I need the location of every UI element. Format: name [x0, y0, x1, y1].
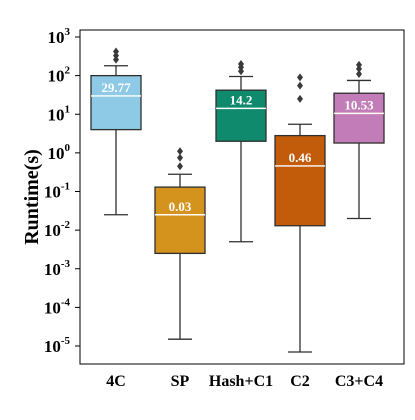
outlier-marker	[297, 73, 303, 82]
outlier-marker	[297, 94, 303, 103]
x-axis-category-label: Hash+C1	[209, 373, 273, 390]
y-tick-base: 10	[44, 337, 61, 356]
y-tick-exponent: -1	[61, 181, 70, 193]
y-tick-exponent: -4	[61, 296, 71, 308]
plot-frame	[79, 29, 405, 365]
iqr-box	[215, 89, 267, 142]
y-tick-base: 10	[44, 221, 61, 240]
y-tick-base: 10	[48, 105, 65, 124]
y-tick-label: 10-5	[44, 335, 71, 356]
x-axis-category-label: 4C	[106, 373, 126, 390]
outlier-marker	[177, 147, 183, 156]
y-tick-label: 10-3	[44, 258, 71, 279]
y-tick-exponent: 2	[65, 65, 71, 77]
y-axis-label: Runtime(s)	[21, 149, 43, 245]
outlier-marker	[113, 47, 119, 56]
outlier-marker	[113, 51, 119, 60]
y-tick-exponent: 1	[65, 103, 71, 115]
median-value-label: 14.2	[230, 92, 253, 107]
iqr-box	[274, 134, 326, 227]
y-tick-label: 102	[48, 65, 71, 86]
outlier-marker	[356, 70, 362, 79]
x-axis-category-label: C3+C4	[335, 373, 383, 390]
y-tick-label: 10-4	[44, 296, 71, 317]
y-tick-exponent: 3	[65, 26, 71, 38]
y-tick-base: 10	[44, 260, 61, 279]
iqr-box	[333, 92, 385, 144]
box-c2: 0.46	[274, 73, 326, 353]
iqr-box	[90, 74, 142, 131]
y-tick-exponent: -3	[61, 258, 71, 270]
y-tick-base: 10	[44, 183, 61, 202]
box-hash-c1: 14.2	[215, 59, 267, 243]
median-value-label: 0.46	[289, 150, 312, 165]
y-tick-label: 10-2	[44, 219, 71, 240]
outlier-marker	[297, 81, 303, 90]
box-c3-c4: 10.53	[333, 60, 385, 220]
box-4c: 29.77	[90, 47, 142, 216]
x-axis-labels: 4C SP Hash+C1 C2 C3+C4	[106, 373, 383, 390]
y-tick-base: 10	[48, 144, 65, 163]
y-tick-base: 10	[44, 298, 61, 317]
outlier-marker	[177, 153, 183, 162]
y-tick-label: 10-1	[44, 181, 70, 202]
outlier-marker	[177, 162, 183, 171]
y-tick-exponent: -2	[61, 219, 71, 231]
y-tick-base: 10	[48, 28, 65, 47]
iqr-box	[154, 186, 206, 255]
y-tick-exponent: -5	[61, 335, 71, 347]
median-value-label: 29.77	[101, 80, 131, 95]
y-tick-exponent: 0	[65, 142, 71, 154]
x-axis-category-label: C2	[290, 373, 310, 390]
box-sp: 0.03	[154, 147, 206, 340]
y-tick-label: 103	[48, 26, 71, 47]
outlier-marker	[238, 59, 244, 68]
outlier-marker	[356, 60, 362, 69]
y-tick-base: 10	[48, 67, 65, 86]
boxes-layer: 29.77 0.03 14.2 0.46 10.53	[90, 47, 385, 353]
median-value-label: 0.03	[169, 199, 192, 214]
x-axis-category-label: SP	[171, 373, 190, 390]
y-tick-label: 101	[48, 103, 71, 124]
median-value-label: 10.53	[344, 97, 374, 112]
y-tick-label: 100	[48, 142, 71, 163]
